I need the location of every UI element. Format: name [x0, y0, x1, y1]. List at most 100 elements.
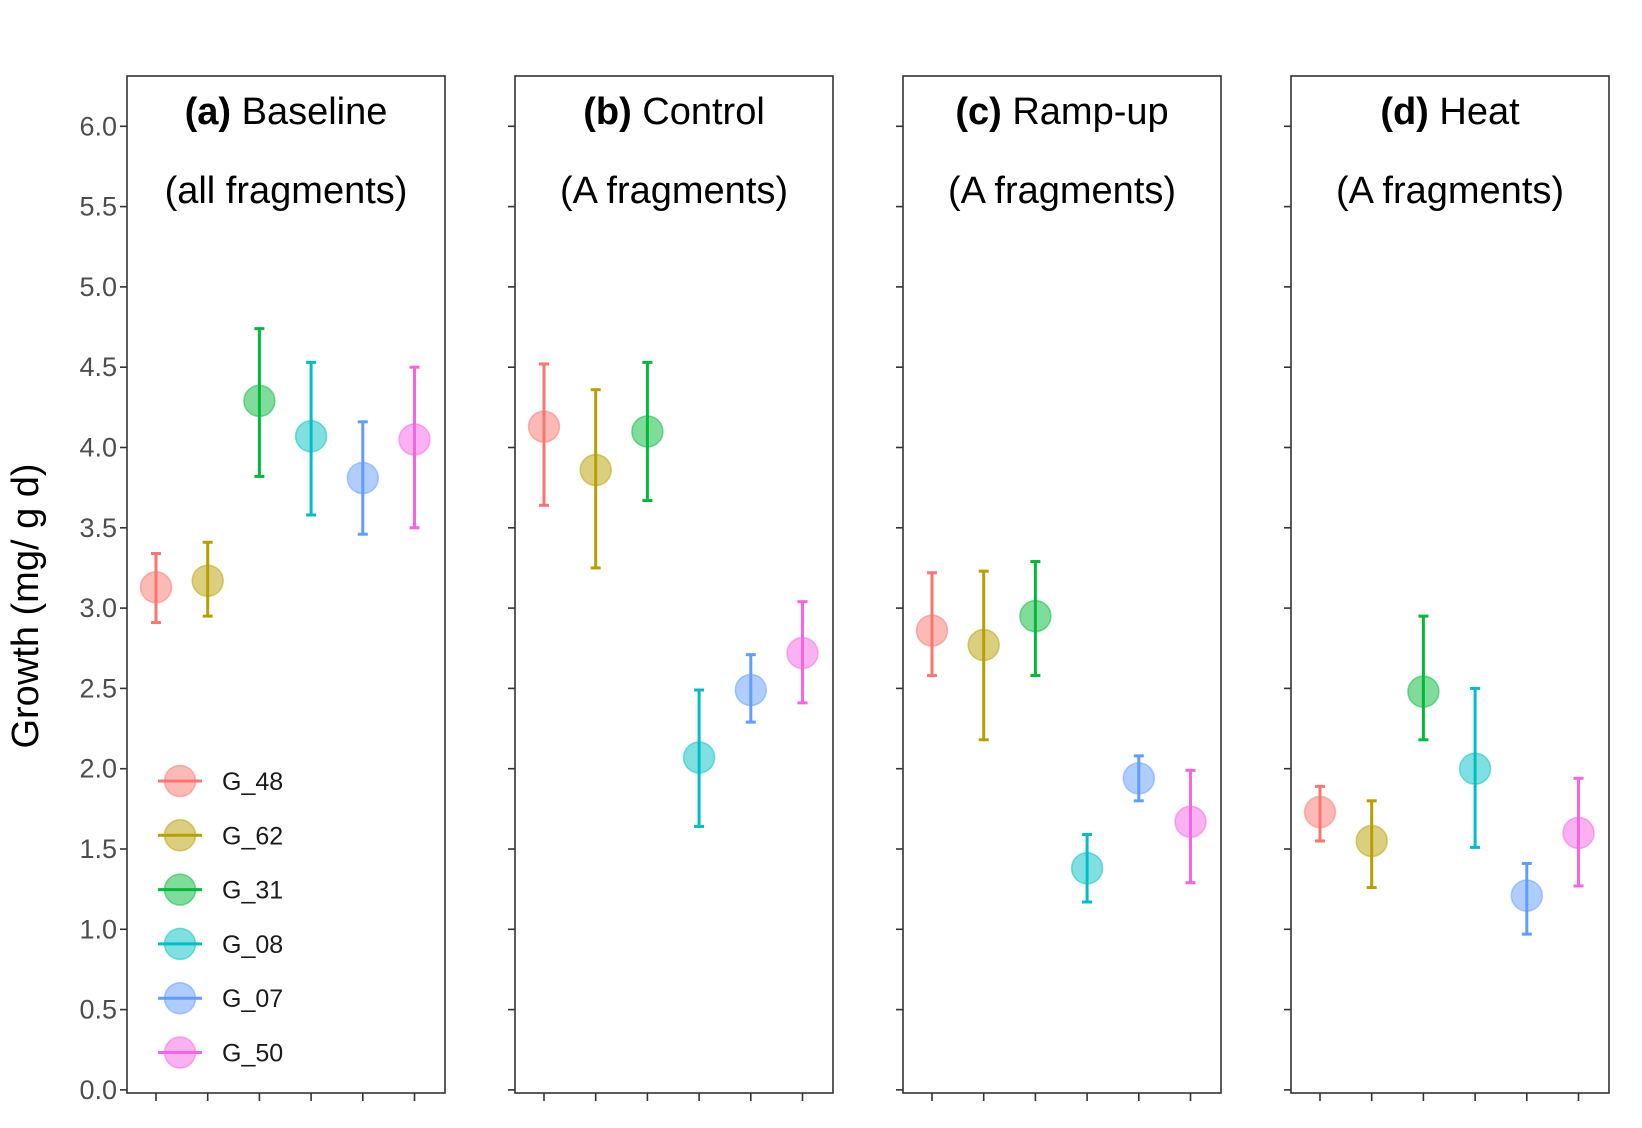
data-point-g48 — [1303, 784, 1337, 843]
point-marker — [631, 415, 664, 448]
point-marker — [1458, 752, 1492, 785]
data-point-g31 — [1019, 560, 1052, 678]
point-marker — [1303, 795, 1337, 829]
data-point-g62 — [579, 388, 612, 570]
data-point-g48 — [139, 551, 173, 625]
point-marker — [346, 461, 380, 495]
panel-frame — [126, 75, 446, 1094]
panel-tag: (a) — [185, 91, 231, 133]
y-axis-label: Growth (mg/ g d) — [5, 463, 47, 748]
data-point-g08 — [1458, 686, 1492, 849]
point-marker — [139, 570, 173, 604]
y-tick-label: 1.0 — [79, 914, 117, 944]
data-point-g08 — [1070, 833, 1104, 904]
point-marker — [1510, 879, 1544, 912]
panel-title: (b) Control — [583, 91, 765, 133]
data-point-g50 — [1174, 768, 1207, 885]
panel-subtitle: (all fragments) — [165, 170, 408, 212]
y-tick-label: 2.5 — [79, 673, 117, 703]
panels: 0.0 0.5 1.0 1.5 2.0 2.5 3.0 3.5 4.0 4.5 5.0 5.5 6.0 (… — [79, 75, 1610, 1105]
point-marker — [734, 673, 768, 707]
panel-a: 0.0 0.5 1.0 1.5 2.0 2.5 3.0 3.5 4.0 4.5 5.0 5.5 6.0 (… — [79, 75, 446, 1105]
data-point-g50 — [398, 365, 431, 530]
panel-subtitle: (A fragments) — [1336, 170, 1564, 212]
panel-subtitle: (A fragments) — [948, 170, 1176, 212]
legend-item-g31: G_31 — [158, 873, 283, 906]
point-marker — [682, 741, 716, 774]
legend-item-g08: G_08 — [158, 927, 283, 961]
data-point-g08 — [682, 688, 716, 829]
point-marker — [1562, 816, 1595, 850]
panel-b: (b) Control (A fragments) — [508, 75, 834, 1101]
y-tick-label: 5.0 — [79, 272, 117, 302]
panel-frame — [902, 75, 1222, 1094]
legend-marker — [163, 1036, 197, 1069]
panel-frame — [514, 75, 834, 1094]
point-marker — [967, 628, 1000, 662]
legend-label: G_62 — [222, 822, 283, 850]
data-point-g31 — [631, 360, 664, 502]
legend-marker — [163, 981, 197, 1015]
panel-title-text: Control — [632, 91, 765, 133]
legend-item-g50: G_50 — [158, 1036, 283, 1069]
y-tick-label: 4.0 — [79, 433, 117, 463]
y-tick-label: 3.0 — [79, 593, 117, 623]
point-marker — [1174, 805, 1207, 838]
panel-subtitle: (A fragments) — [560, 170, 788, 212]
legend-item-g62: G_62 — [158, 819, 283, 852]
y-tick-label: 4.5 — [79, 352, 117, 382]
point-marker — [1355, 824, 1388, 858]
data-point-g07 — [346, 420, 380, 536]
y-tick-label: 1.5 — [79, 834, 117, 864]
panel-tag: (c) — [955, 91, 1001, 133]
panel-title: (c) Ramp-up — [955, 91, 1168, 133]
y-tick-label: 3.5 — [79, 513, 117, 543]
point-marker — [527, 410, 561, 443]
data-point-g07 — [734, 653, 768, 724]
data-point-g07 — [1122, 754, 1156, 803]
data-point-g31 — [1407, 614, 1440, 742]
data-point-g31 — [243, 327, 276, 478]
data-point-g62 — [1355, 799, 1388, 890]
data-point-g62 — [967, 569, 1000, 742]
y-tick-label: 0.0 — [79, 1075, 117, 1105]
legend: G_48 G_62 G_31 G_08 G_07 G_50 — [158, 764, 283, 1069]
panel-d: (d) Heat (A fragments) — [1284, 75, 1610, 1101]
panel-tag: (d) — [1380, 91, 1429, 133]
panel-title-text: Ramp-up — [1002, 91, 1169, 133]
point-marker — [398, 423, 431, 456]
legend-marker — [163, 764, 197, 798]
data-point-g62 — [191, 540, 224, 618]
legend-label: G_48 — [222, 768, 283, 796]
y-tick-label: 5.5 — [79, 192, 117, 222]
point-marker — [915, 614, 949, 647]
y-tick-label: 6.0 — [79, 111, 117, 141]
legend-label: G_50 — [222, 1040, 283, 1068]
point-marker — [191, 564, 224, 598]
panel-c: (c) Ramp-up (A fragments) — [896, 75, 1222, 1101]
panel-title-text: Heat — [1429, 91, 1520, 133]
legend-label: G_31 — [222, 877, 283, 905]
data-point-g48 — [915, 571, 949, 678]
data-point-g50 — [786, 600, 819, 705]
point-marker — [1019, 599, 1052, 633]
point-marker — [294, 420, 328, 453]
point-marker — [579, 453, 612, 487]
data-point-g48 — [527, 362, 561, 507]
panel-title: (a) Baseline — [185, 91, 388, 133]
data-point-g08 — [294, 360, 328, 517]
legend-marker — [163, 873, 197, 906]
panel-title-text: Baseline — [231, 91, 387, 133]
y-tick-label: 2.0 — [79, 754, 117, 784]
point-marker — [786, 636, 819, 670]
legend-label: G_07 — [222, 985, 283, 1013]
point-marker — [1070, 852, 1104, 885]
legend-item-g07: G_07 — [158, 981, 283, 1015]
point-marker — [243, 384, 276, 418]
panel-title: (d) Heat — [1380, 91, 1520, 133]
point-marker — [1122, 762, 1156, 795]
point-marker — [1407, 675, 1440, 708]
y-tick-label: 0.5 — [79, 995, 117, 1025]
data-point-g50 — [1562, 776, 1595, 888]
